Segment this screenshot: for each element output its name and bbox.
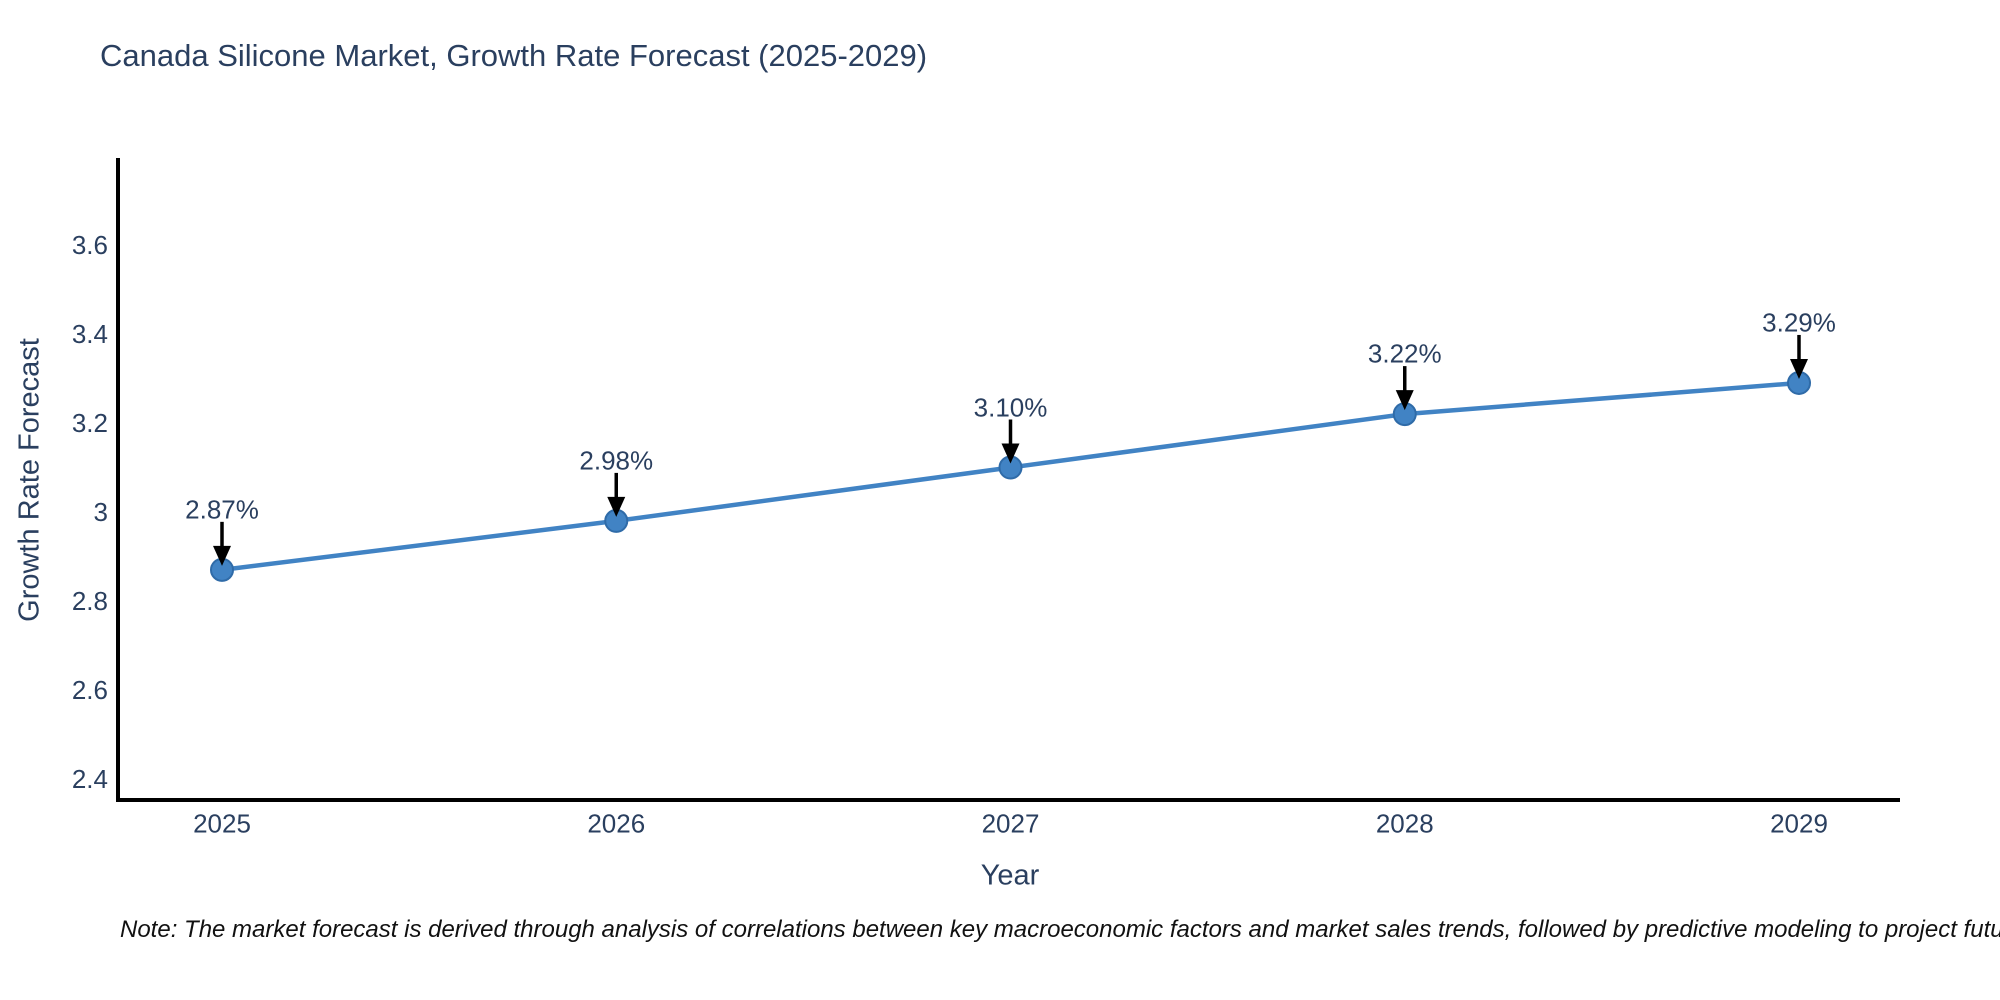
data-point-value-label: 2.87%: [185, 494, 259, 525]
chart-title: Canada Silicone Market, Growth Rate Fore…: [100, 38, 928, 73]
y-tick-label: 3.6: [71, 230, 108, 260]
x-tick-label: 2027: [981, 808, 1040, 839]
y-tick-label: 2.8: [71, 586, 108, 616]
x-tick-label: 2025: [193, 808, 251, 839]
y-tick-label: 3: [93, 497, 108, 527]
footnote: Note: The market forecast is derived thr…: [120, 916, 2000, 943]
x-tick-label: 2026: [587, 808, 646, 839]
annotation-arrow-head: [1001, 443, 1020, 464]
annotation-arrow-head: [607, 496, 626, 517]
data-point-value-label: 3.22%: [1367, 338, 1442, 369]
y-tick-label: 3.4: [71, 319, 108, 349]
data-point-value-label: 3.10%: [973, 392, 1048, 422]
y-axis-title: Growth Rate Forecast: [13, 338, 46, 622]
y-tick-label: 2.6: [71, 675, 108, 705]
x-tick-label: 2029: [1770, 808, 1828, 839]
y-tick-label: 3.2: [71, 408, 108, 438]
annotation-arrow-head: [213, 545, 231, 566]
annotation-arrow-head: [1790, 358, 1808, 379]
data-point-value-label: 2.98%: [579, 445, 654, 476]
y-tick-label: 2.4: [71, 764, 108, 794]
annotation-arrow-head: [1395, 390, 1414, 411]
x-tick-label: 2028: [1375, 808, 1434, 839]
data-point-value-label: 3.29%: [1762, 307, 1836, 338]
x-axis-title: Year: [980, 859, 1040, 892]
